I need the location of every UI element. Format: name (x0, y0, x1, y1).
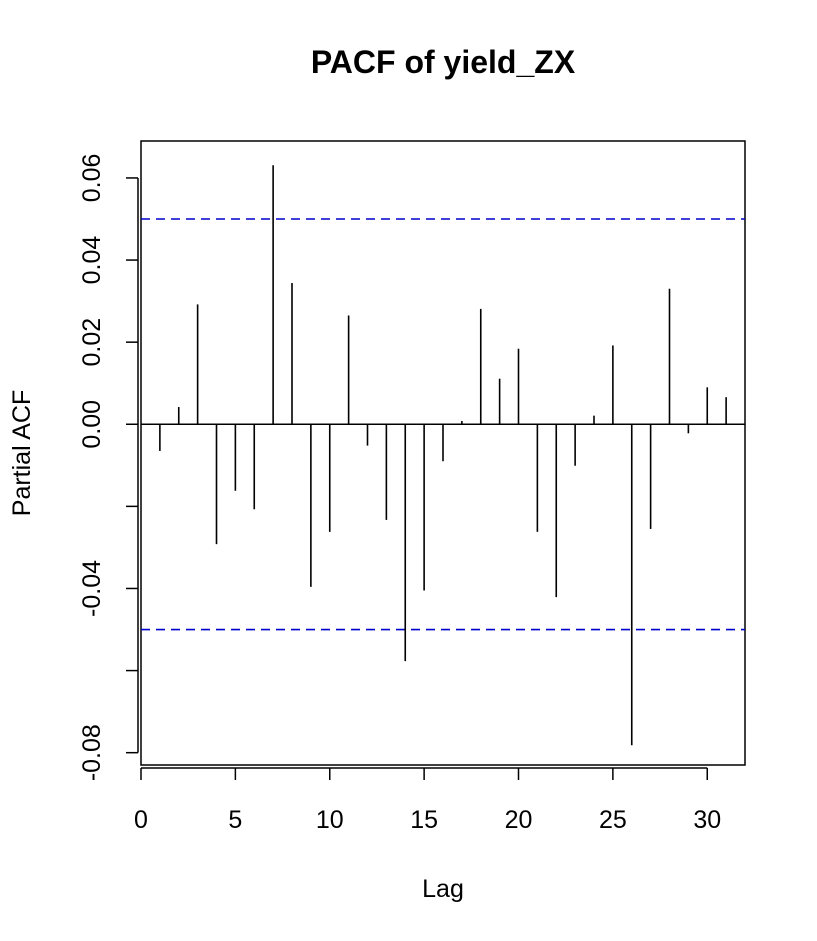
x-tick-label: 0 (134, 806, 148, 834)
y-axis-label: Partial ACF (8, 390, 36, 516)
x-axis: 0 5 10 15 20 25 30 (134, 767, 721, 834)
x-tick-label: 20 (505, 806, 533, 834)
pacf-bars (159, 165, 727, 746)
x-tick-label: 5 (228, 806, 242, 834)
x-tick-label: 15 (410, 806, 438, 834)
y-axis: -0.08 -0.04 0.00 0.02 0.04 0.06 (78, 154, 139, 781)
x-tick-label: 30 (693, 806, 721, 834)
y-tick-label: -0.04 (78, 560, 106, 617)
y-tick-label: 0.06 (78, 154, 106, 203)
x-tick-label: 10 (316, 806, 344, 834)
y-tick-label: 0.02 (78, 318, 106, 367)
x-tick-label: 25 (599, 806, 627, 834)
y-tick-label: 0.04 (78, 236, 106, 285)
y-tick-label: -0.08 (78, 724, 106, 781)
x-axis-label: Lag (422, 875, 464, 903)
confidence-bounds (141, 218, 745, 631)
y-tick-label: 0.00 (78, 400, 106, 449)
chart-title: PACF of yield_ZX (311, 44, 576, 80)
plot-box (140, 140, 746, 766)
